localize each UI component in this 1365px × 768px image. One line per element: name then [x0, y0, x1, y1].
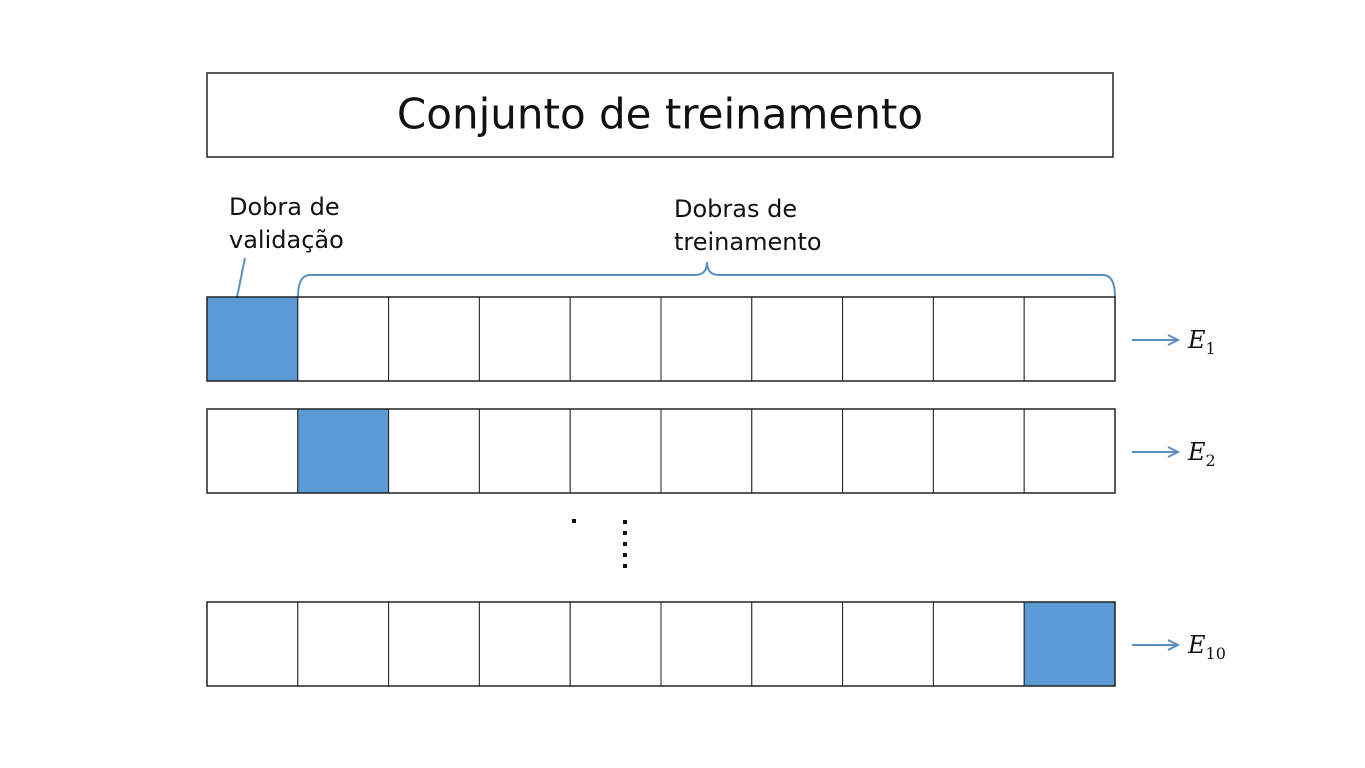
- training-fold: [932, 408, 1025, 494]
- dot: [623, 553, 627, 557]
- validation-label: Dobra de: [229, 193, 340, 221]
- training-fold: [842, 296, 934, 382]
- title-box: [206, 72, 1114, 158]
- dot: [572, 519, 576, 523]
- validation-pointer: [236, 257, 246, 298]
- dot: [623, 531, 627, 535]
- error-index: 1: [1206, 339, 1216, 358]
- training-fold: [478, 296, 571, 382]
- error-symbol: E: [1187, 326, 1206, 354]
- error-index: 10: [1206, 644, 1226, 663]
- validation-fold: [1023, 601, 1116, 687]
- training-fold: [842, 601, 934, 687]
- arrow-head: [1167, 334, 1181, 346]
- training-fold: [478, 408, 571, 494]
- training-fold: [751, 296, 844, 382]
- training-fold: [842, 408, 934, 494]
- training-fold: [751, 408, 844, 494]
- training-fold: [388, 296, 480, 382]
- training-fold: [660, 601, 753, 687]
- row-border: [206, 601, 1116, 687]
- training-fold: [660, 408, 753, 494]
- error-index: 2: [1206, 451, 1216, 470]
- error-symbol: E: [1187, 631, 1206, 659]
- training-label: Dobras de: [674, 195, 797, 223]
- error-label: E10: [1187, 631, 1226, 663]
- training-fold: [478, 601, 571, 687]
- training-fold: [932, 296, 1025, 382]
- validation-fold: [297, 408, 390, 494]
- row-border: [206, 408, 1116, 494]
- training-fold: [569, 408, 662, 494]
- training-fold: [206, 601, 299, 687]
- training-fold: [660, 296, 753, 382]
- training-label: treinamento: [674, 228, 822, 256]
- brace: [297, 261, 1116, 298]
- training-fold: [932, 601, 1025, 687]
- training-fold: [569, 601, 662, 687]
- arrow-head: [1167, 446, 1181, 458]
- dot: [623, 542, 627, 546]
- dot: [623, 564, 627, 568]
- training-fold: [297, 601, 390, 687]
- training-fold: [569, 296, 662, 382]
- error-label: E1: [1187, 326, 1216, 358]
- training-fold: [297, 296, 390, 382]
- training-fold: [388, 601, 480, 687]
- error-symbol: E: [1187, 438, 1206, 466]
- row-border: [206, 296, 1116, 382]
- training-fold: [1023, 408, 1116, 494]
- error-label: E2: [1187, 438, 1216, 470]
- training-fold: [1023, 296, 1116, 382]
- title: Conjunto de treinamento: [397, 90, 923, 139]
- dot: [623, 520, 627, 524]
- training-fold: [206, 408, 299, 494]
- training-fold: [751, 601, 844, 687]
- training-fold: [388, 408, 480, 494]
- validation-fold: [206, 296, 299, 382]
- arrow-head: [1167, 639, 1181, 651]
- validation-label: validação: [229, 226, 344, 254]
